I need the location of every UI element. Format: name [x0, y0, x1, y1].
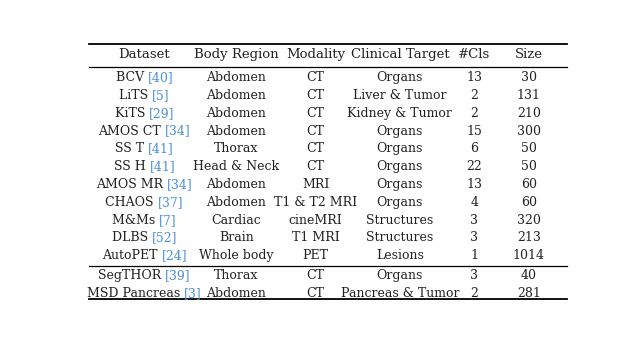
Text: 50: 50: [521, 160, 537, 173]
Text: Lesions: Lesions: [376, 249, 424, 262]
Text: 60: 60: [521, 178, 537, 191]
Text: CT: CT: [307, 269, 324, 282]
Text: Organs: Organs: [377, 178, 423, 191]
Text: 4: 4: [470, 196, 478, 209]
Text: Abdomen: Abdomen: [206, 124, 266, 138]
Text: 3: 3: [470, 214, 478, 227]
Text: CT: CT: [307, 107, 324, 120]
Text: Thorax: Thorax: [214, 269, 259, 282]
Text: Organs: Organs: [377, 124, 423, 138]
Text: Abdomen: Abdomen: [206, 89, 266, 102]
Text: T1 & T2 MRI: T1 & T2 MRI: [274, 196, 357, 209]
Text: 13: 13: [467, 71, 483, 84]
Text: 210: 210: [517, 107, 541, 120]
Text: Organs: Organs: [377, 196, 423, 209]
Text: Structures: Structures: [366, 214, 433, 227]
Text: Abdomen: Abdomen: [206, 287, 266, 300]
Text: Thorax: Thorax: [214, 142, 259, 155]
Text: 2: 2: [470, 107, 478, 120]
Text: AMOS CT: AMOS CT: [98, 124, 165, 138]
Text: 30: 30: [521, 71, 537, 84]
Text: [34]: [34]: [167, 178, 193, 191]
Text: KiTS: KiTS: [115, 107, 149, 120]
Text: DLBS: DLBS: [111, 232, 152, 244]
Text: Modality: Modality: [286, 48, 345, 62]
Text: [41]: [41]: [150, 160, 175, 173]
Text: Dataset: Dataset: [118, 48, 170, 62]
Text: 50: 50: [521, 142, 537, 155]
Text: 2: 2: [470, 89, 478, 102]
Text: 281: 281: [517, 287, 541, 300]
Text: AMOS MR: AMOS MR: [96, 178, 167, 191]
Text: [41]: [41]: [148, 142, 174, 155]
Text: Organs: Organs: [377, 142, 423, 155]
Text: Size: Size: [515, 48, 543, 62]
Text: MRI: MRI: [302, 178, 330, 191]
Text: [37]: [37]: [158, 196, 184, 209]
Text: CT: CT: [307, 124, 324, 138]
Text: 213: 213: [517, 232, 541, 244]
Text: Abdomen: Abdomen: [206, 178, 266, 191]
Text: 3: 3: [470, 269, 478, 282]
Text: Abdomen: Abdomen: [206, 196, 266, 209]
Text: Organs: Organs: [377, 71, 423, 84]
Text: 6: 6: [470, 142, 478, 155]
Text: [3]: [3]: [184, 287, 202, 300]
Text: CT: CT: [307, 71, 324, 84]
Text: CT: CT: [307, 160, 324, 173]
Text: [5]: [5]: [152, 89, 170, 102]
Text: 13: 13: [467, 178, 483, 191]
Text: Pancreas & Tumor: Pancreas & Tumor: [340, 287, 459, 300]
Text: [52]: [52]: [152, 232, 177, 244]
Text: Kidney & Tumor: Kidney & Tumor: [348, 107, 452, 120]
Text: [39]: [39]: [165, 269, 191, 282]
Text: 131: 131: [517, 89, 541, 102]
Text: Structures: Structures: [366, 232, 433, 244]
Text: CT: CT: [307, 142, 324, 155]
Text: Abdomen: Abdomen: [206, 107, 266, 120]
Text: 2: 2: [470, 287, 478, 300]
Text: 40: 40: [521, 269, 537, 282]
Text: #Cls: #Cls: [458, 48, 490, 62]
Text: Whole body: Whole body: [199, 249, 273, 262]
Text: Organs: Organs: [377, 269, 423, 282]
Text: CT: CT: [307, 287, 324, 300]
Text: Body Region: Body Region: [194, 48, 278, 62]
Text: M&Ms: M&Ms: [112, 214, 159, 227]
Text: [29]: [29]: [149, 107, 175, 120]
Text: Clinical Target: Clinical Target: [351, 48, 449, 62]
Text: Abdomen: Abdomen: [206, 71, 266, 84]
Text: 22: 22: [467, 160, 482, 173]
Text: 3: 3: [470, 232, 478, 244]
Text: CHAOS: CHAOS: [106, 196, 158, 209]
Text: SS H: SS H: [114, 160, 150, 173]
Text: MSD Pancreas: MSD Pancreas: [87, 287, 184, 300]
Text: Liver & Tumor: Liver & Tumor: [353, 89, 447, 102]
Text: 15: 15: [467, 124, 483, 138]
Text: PET: PET: [303, 249, 328, 262]
Text: SegTHOR: SegTHOR: [98, 269, 165, 282]
Text: Organs: Organs: [377, 160, 423, 173]
Text: [34]: [34]: [165, 124, 191, 138]
Text: 60: 60: [521, 196, 537, 209]
Text: SS T: SS T: [115, 142, 148, 155]
Text: T1 MRI: T1 MRI: [292, 232, 339, 244]
Text: 320: 320: [517, 214, 541, 227]
Text: BCV: BCV: [116, 71, 148, 84]
Text: [7]: [7]: [159, 214, 177, 227]
Text: 1014: 1014: [513, 249, 545, 262]
Text: LiTS: LiTS: [119, 89, 152, 102]
Text: AutoPET: AutoPET: [102, 249, 161, 262]
Text: [40]: [40]: [148, 71, 173, 84]
Text: Cardiac: Cardiac: [211, 214, 261, 227]
Text: 1: 1: [470, 249, 478, 262]
Text: 300: 300: [517, 124, 541, 138]
Text: CT: CT: [307, 89, 324, 102]
Text: [24]: [24]: [161, 249, 187, 262]
Text: cineMRI: cineMRI: [289, 214, 342, 227]
Text: Head & Neck: Head & Neck: [193, 160, 279, 173]
Text: Brain: Brain: [219, 232, 253, 244]
